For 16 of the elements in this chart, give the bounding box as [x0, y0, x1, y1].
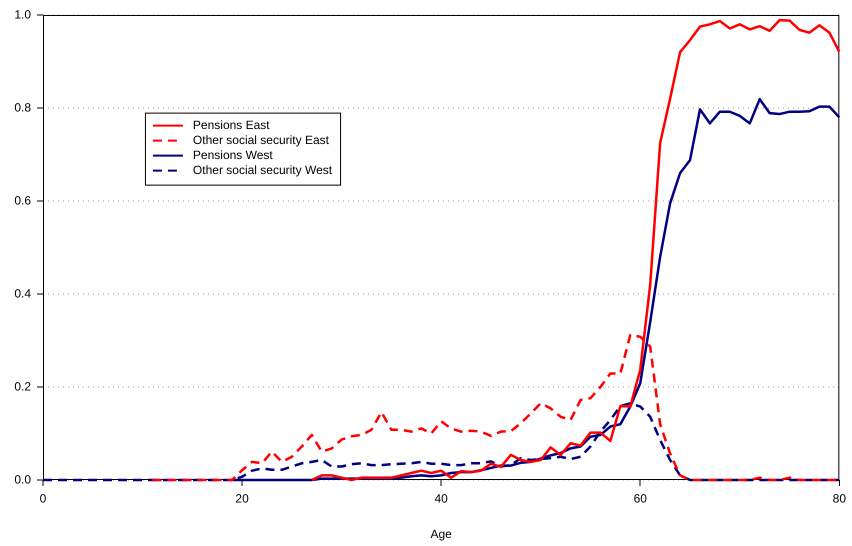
y-tick-label: 0.8: [14, 100, 32, 114]
legend-label: Other social security East: [192, 132, 330, 147]
x-tick-label: 20: [235, 492, 250, 506]
x-tick-label: 80: [832, 492, 846, 506]
x-tick-label: 40: [434, 492, 448, 506]
x-tick-label: 0: [40, 492, 47, 506]
y-tick-label: 0.6: [14, 193, 32, 208]
y-tick-label: 0.2: [14, 379, 32, 394]
legend-label: Pensions West: [192, 148, 274, 162]
legend-label: Pensions East: [192, 118, 270, 132]
y-tick-label: 1.0: [14, 7, 32, 22]
x-tick-label: 60: [634, 492, 648, 506]
legend-label: Other social security West: [192, 162, 333, 177]
x-axis-title: Age: [430, 527, 452, 542]
y-tick-label: 0.4: [14, 286, 32, 300]
y-tick-label: 0.0: [14, 472, 32, 486]
